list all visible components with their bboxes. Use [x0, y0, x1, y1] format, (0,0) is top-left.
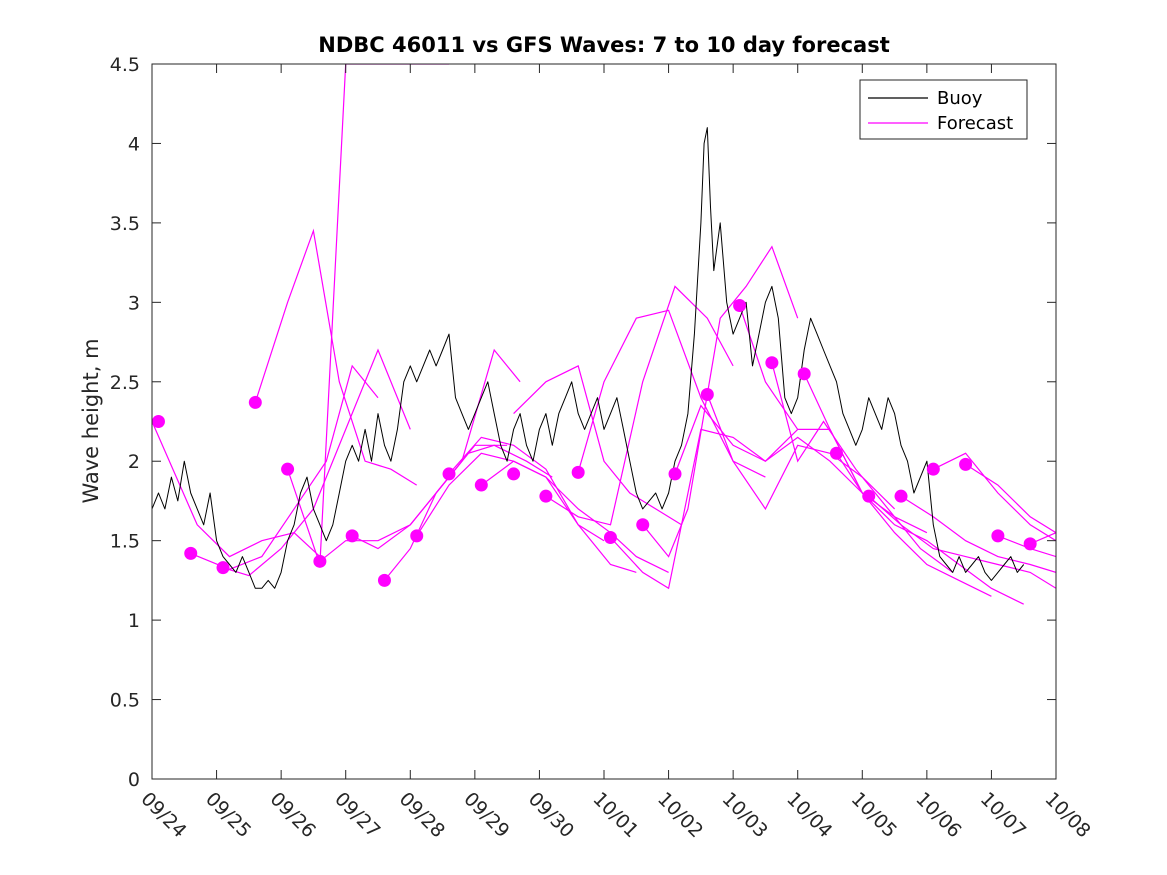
- forecast-marker: [733, 299, 747, 313]
- forecast-series-line: [254, 228, 418, 486]
- forecast-marker: [668, 467, 682, 481]
- forecast-marker: [442, 467, 456, 481]
- forecast-marker: [636, 518, 650, 532]
- forecast-marker: [700, 387, 714, 401]
- forecast-marker: [184, 546, 198, 560]
- forecast-series-line: [319, 444, 508, 562]
- y-axis: 0 0.5 1 1.5 2 2.5 3 3.5 4 4.5: [110, 54, 1056, 791]
- buoy-series-line: [152, 127, 1025, 589]
- forecast-series-line: [222, 348, 411, 577]
- x-tick-label: 10/07: [976, 788, 1030, 842]
- forecast-marker: [377, 573, 391, 587]
- forecast-marker: [959, 457, 973, 471]
- y-tick-label: 1: [128, 610, 140, 632]
- y-tick-label: 1.5: [110, 531, 140, 553]
- x-tick-label: 09/29: [459, 788, 513, 842]
- forecast-series-line: [771, 362, 954, 573]
- forecast-series-line: [351, 348, 521, 550]
- x-tick-label: 10/02: [653, 788, 707, 842]
- forecast-series-line: [480, 460, 669, 573]
- forecast-series-line: [448, 436, 637, 573]
- forecast-marker: [507, 467, 521, 481]
- x-axis: 09/24 09/25 09/26 09/27 09/28 09/29 09/30 10/01…: [136, 64, 1095, 842]
- x-tick-label: 10/05: [847, 788, 901, 842]
- x-tick-label: 09/28: [395, 788, 449, 842]
- y-tick-label: 0.5: [110, 690, 140, 712]
- forecast-series-line: [868, 495, 1056, 589]
- x-tick-label: 10/06: [911, 788, 965, 842]
- forecast-marker: [410, 529, 424, 543]
- y-tick-label: 3: [128, 292, 140, 314]
- x-tick-label: 09/30: [524, 788, 578, 842]
- forecast-series-line: [152, 421, 321, 558]
- y-tick-label: 0: [128, 769, 140, 791]
- legend-box: [859, 79, 1028, 140]
- forecast-series-line: [384, 444, 553, 581]
- legend-label-forecast: Forecast: [937, 113, 1013, 134]
- legend-label-buoy: Buoy: [937, 88, 983, 109]
- forecast-marker: [765, 356, 779, 370]
- x-tick-label: 10/04: [782, 788, 836, 842]
- forecast-series-line: [933, 452, 1056, 542]
- forecast-marker: [603, 530, 617, 544]
- x-tick-label: 10/01: [588, 788, 642, 842]
- forecast-series-line: [545, 285, 734, 526]
- forecast-marker: [894, 489, 908, 503]
- chart-title: NDBC 46011 vs GFS Waves: 7 to 10 day for…: [318, 33, 889, 57]
- legend: Buoy Forecast: [859, 79, 1028, 140]
- forecast-marker: [539, 489, 553, 503]
- x-tick-label: 10/08: [1040, 788, 1094, 842]
- forecast-series-line: [577, 309, 766, 478]
- forecast-marker: [926, 462, 940, 476]
- forecast-series-line: [642, 245, 799, 558]
- x-tick-label: 09/25: [201, 788, 255, 842]
- forecast-marker: [862, 489, 876, 503]
- forecast-marker: [991, 529, 1005, 543]
- forecast-marker: [248, 395, 262, 409]
- forecast-marker: [1023, 537, 1037, 551]
- plot-area: [152, 64, 1056, 605]
- forecast-marker: [313, 554, 327, 568]
- forecast-marker: [797, 367, 811, 381]
- x-tick-label: 09/26: [266, 788, 320, 842]
- forecast-series-line: [610, 428, 799, 590]
- forecast-series-line: [803, 373, 992, 597]
- forecast-series-line: [674, 404, 863, 494]
- y-axis-label: Wave height, m: [79, 338, 103, 503]
- y-tick-label: 4.5: [110, 54, 140, 76]
- x-tick-label: 10/03: [718, 788, 772, 842]
- plot-frame: [151, 63, 1057, 780]
- forecast-marker: [345, 529, 359, 543]
- forecast-marker: [829, 446, 843, 460]
- x-tick-label: 09/27: [330, 788, 384, 842]
- y-tick-label: 3.5: [110, 213, 140, 235]
- forecast-series-line: [835, 452, 1024, 605]
- forecast-series-line: [513, 365, 682, 526]
- y-tick-label: 2.5: [110, 372, 140, 394]
- y-tick-label: 2: [128, 451, 140, 473]
- forecast-series-line: [965, 463, 1056, 534]
- forecast-marker: [216, 561, 230, 575]
- forecast-marker: [281, 462, 295, 476]
- forecast-marker: [571, 465, 585, 479]
- forecast-series-line: [900, 495, 1056, 573]
- forecast-marker: [474, 478, 488, 492]
- forecast-series-line: [287, 64, 449, 565]
- y-tick-label: 4: [128, 133, 140, 155]
- x-tick-label: 09/24: [136, 788, 190, 842]
- forecast-marker: [152, 415, 165, 428]
